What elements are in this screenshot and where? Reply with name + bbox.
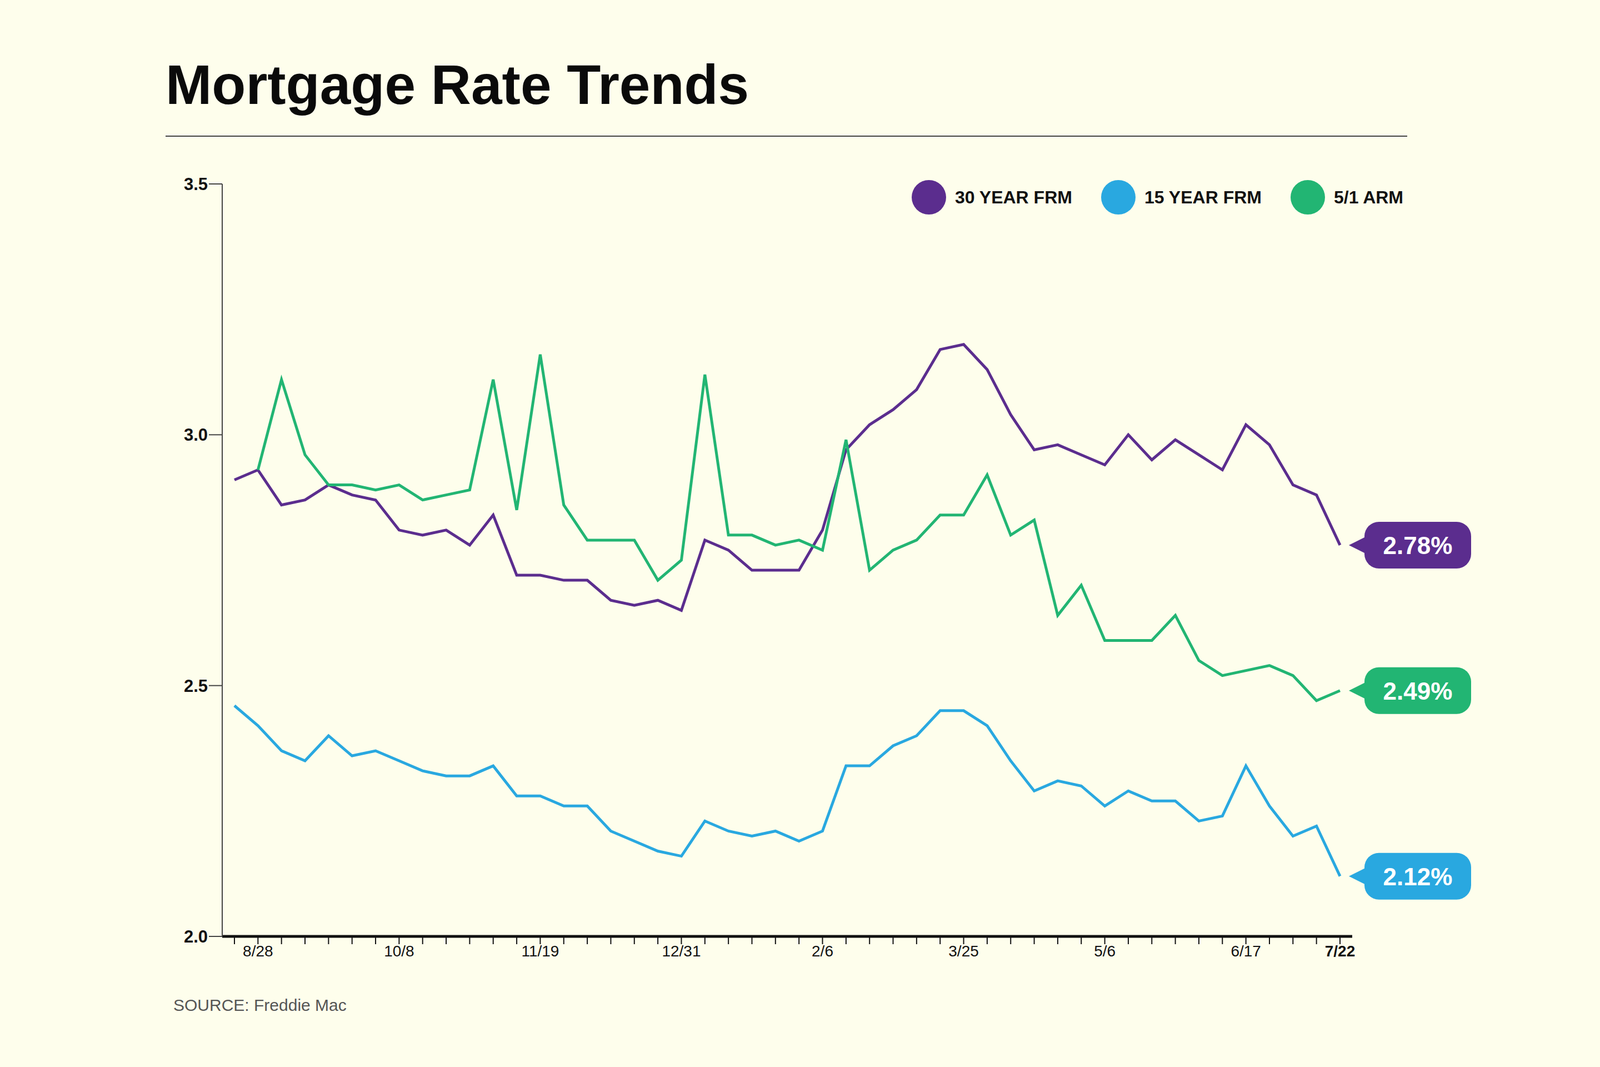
svg-text:2/6: 2/6 <box>811 942 834 960</box>
svg-text:2.0: 2.0 <box>183 926 208 947</box>
svg-text:11/19: 11/19 <box>521 942 559 960</box>
svg-text:10/8: 10/8 <box>383 942 415 960</box>
html-text:30 YEAR FRM: 30 YEAR FRM <box>954 186 1073 207</box>
svg-text:12/31: 12/31 <box>661 942 701 960</box>
svg-text:2.78%: 2.78% <box>1383 531 1453 559</box>
html-text:15 YEAR FRM: 15 YEAR FRM <box>1144 186 1262 207</box>
svg-text:2.49%: 2.49% <box>1383 677 1453 705</box>
svg-text:2.12%: 2.12% <box>1383 862 1453 890</box>
svg-text:5/6: 5/6 <box>1093 942 1116 960</box>
svg-text:2.5: 2.5 <box>183 676 208 696</box>
svg-text:3.0: 3.0 <box>183 425 208 445</box>
svg-text:3/25: 3/25 <box>948 942 979 960</box>
svg-text:3.5: 3.5 <box>183 174 208 194</box>
html-text:5/1 ARM: 5/1 ARM <box>1333 186 1404 207</box>
svg-text:7/22: 7/22 <box>1325 942 1356 960</box>
svg-text:8/28: 8/28 <box>242 942 274 960</box>
svg-text:6/17: 6/17 <box>1230 942 1262 960</box>
html-text:Mortgage Rate Trends: Mortgage Rate Trends <box>165 53 749 116</box>
html-text:SOURCE: Freddie Mac: SOURCE: Freddie Mac <box>173 995 347 1014</box>
